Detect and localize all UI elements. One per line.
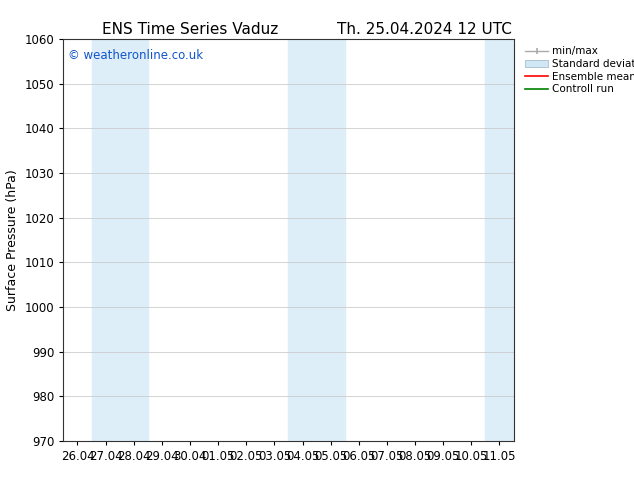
Text: Th. 25.04.2024 12 UTC: Th. 25.04.2024 12 UTC bbox=[337, 22, 512, 37]
Text: ENS Time Series Vaduz: ENS Time Series Vaduz bbox=[102, 22, 278, 37]
Bar bbox=[486, 39, 514, 441]
Bar bbox=[288, 39, 345, 441]
Legend: min/max, Standard deviation, Ensemble mean run, Controll run: min/max, Standard deviation, Ensemble me… bbox=[523, 45, 634, 97]
Bar bbox=[91, 39, 148, 441]
Text: © weatheronline.co.uk: © weatheronline.co.uk bbox=[68, 49, 203, 62]
Y-axis label: Surface Pressure (hPa): Surface Pressure (hPa) bbox=[6, 169, 19, 311]
